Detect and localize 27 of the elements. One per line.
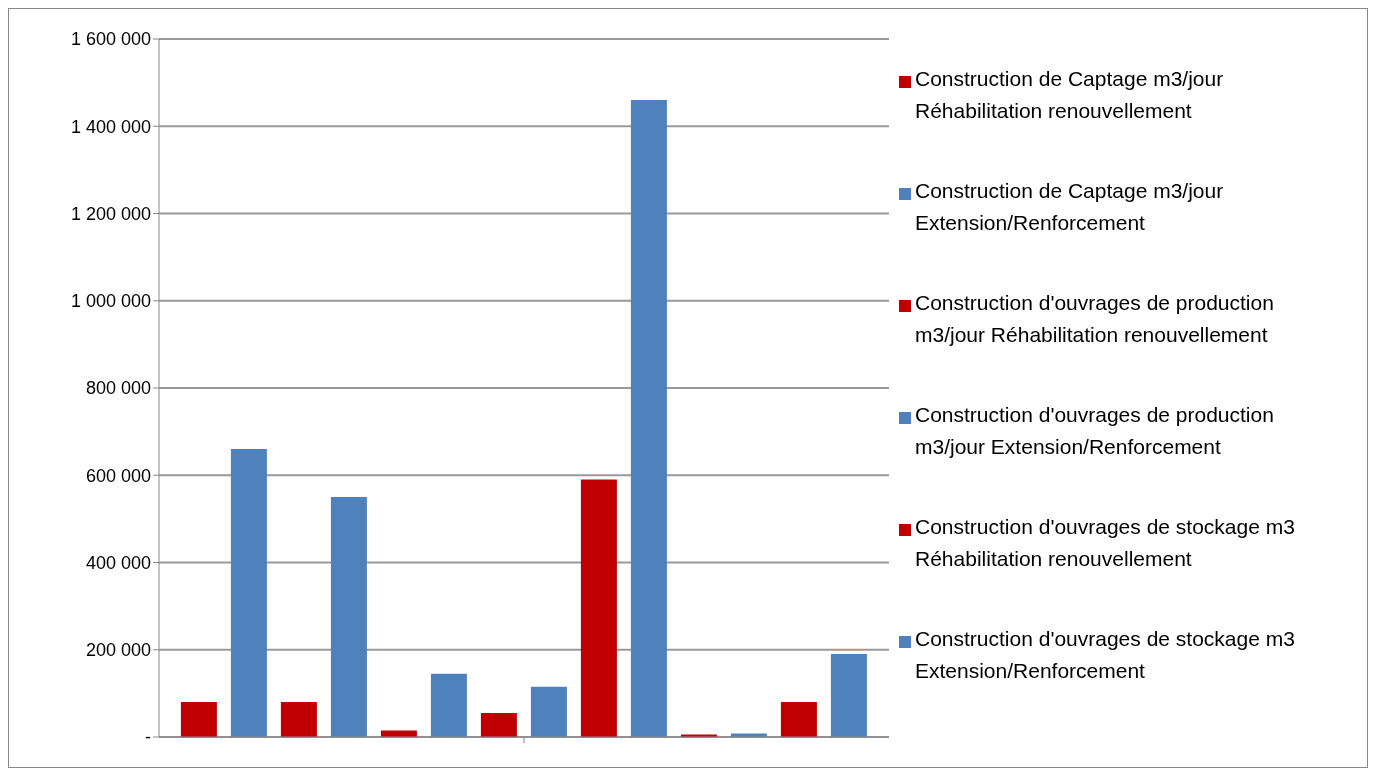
bar xyxy=(780,702,817,737)
y-tick-label: 1 200 000 xyxy=(70,203,151,224)
y-tick-label: 200 000 xyxy=(85,640,151,661)
bar xyxy=(480,713,517,737)
y-tick-label: - xyxy=(145,727,151,748)
legend-label: Construction d'ouvrages de stockage m3 Extension/Renforcement xyxy=(915,626,1296,684)
legend-label: Construction d'ouvrages de production m3/jour Réhabilitation renouvellement xyxy=(915,290,1275,348)
y-tick-label: 1 000 000 xyxy=(70,291,151,312)
legend-label: Construction de Captage m3/jour Extension/Renforcement xyxy=(915,178,1225,236)
y-tick-label: 800 000 xyxy=(85,378,151,399)
y-tick-label: 1 400 000 xyxy=(70,116,151,137)
bar xyxy=(630,100,667,737)
bar xyxy=(830,654,867,737)
bar xyxy=(330,497,367,737)
y-tick-label: 1 600 000 xyxy=(70,29,151,50)
bar xyxy=(180,702,217,737)
bar xyxy=(230,449,267,737)
legend-label: Construction d'ouvrages de production m3/jour Extension/Renforcement xyxy=(915,402,1275,460)
legend-label: Construction d'ouvrages de stockage m3 Réhabilitation renouvellement xyxy=(915,514,1296,572)
bar xyxy=(380,730,417,737)
y-tick-label: 600 000 xyxy=(85,465,151,486)
bar xyxy=(280,702,317,737)
bar xyxy=(430,673,467,737)
y-tick-label: 400 000 xyxy=(85,552,151,573)
legend-label: Construction de Captage m3/jour Réhabilitation renouvellement xyxy=(915,66,1225,124)
bar xyxy=(530,686,567,737)
bar xyxy=(580,479,617,737)
